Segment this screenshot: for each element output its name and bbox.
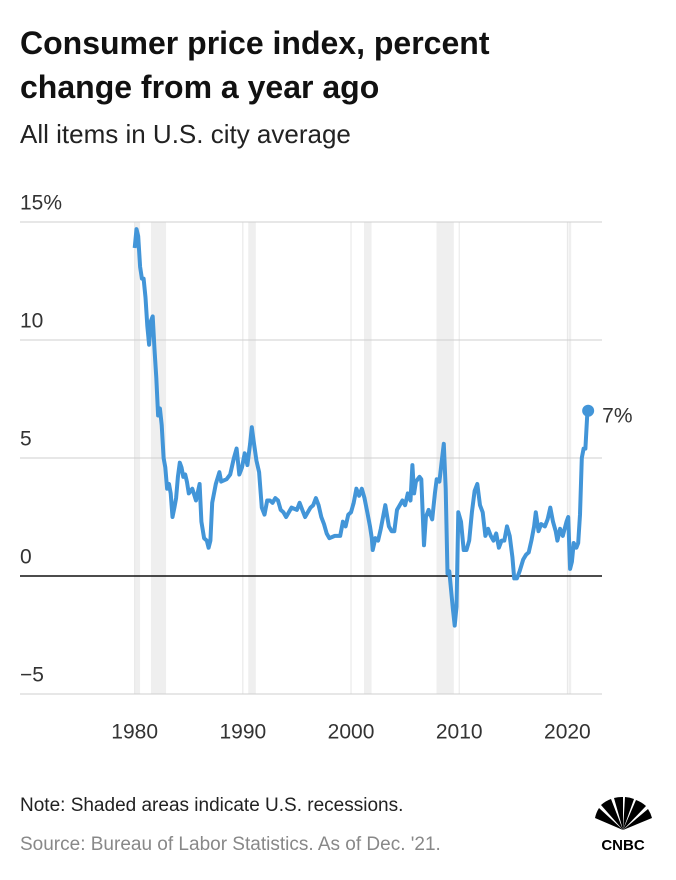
y-tick-label: −5 <box>20 664 44 687</box>
x-tick-label: 2020 <box>544 721 591 744</box>
source: Source: Bureau of Labor Statistics. As o… <box>20 834 441 855</box>
x-tick-label: 2000 <box>328 721 375 744</box>
last-point <box>582 404 595 417</box>
plot: 1980 1990 2000 2010 2020 15% 10 5 0 −5 7% <box>20 192 633 744</box>
y-tick-label: 5 <box>20 428 32 451</box>
y-tick-label: 15% <box>20 192 62 215</box>
chart-title: Consumer price index, percent change from… <box>20 25 490 105</box>
chart-subtitle: All items in U.S. city average <box>20 119 351 149</box>
logo: CNBC <box>595 796 652 854</box>
logo-text: CNBC <box>601 837 644 854</box>
x-tick-label: 2010 <box>436 721 483 744</box>
annotation: 7% <box>602 404 632 427</box>
y-tick-label: 10 <box>20 310 43 333</box>
y-tick-label: 0 <box>20 546 32 569</box>
x-tick-label: 1980 <box>111 721 158 744</box>
x-tick-label: 1990 <box>219 721 266 744</box>
note: Note: Shaded areas indicate U.S. recessi… <box>20 795 403 816</box>
cpi-line <box>132 227 591 628</box>
